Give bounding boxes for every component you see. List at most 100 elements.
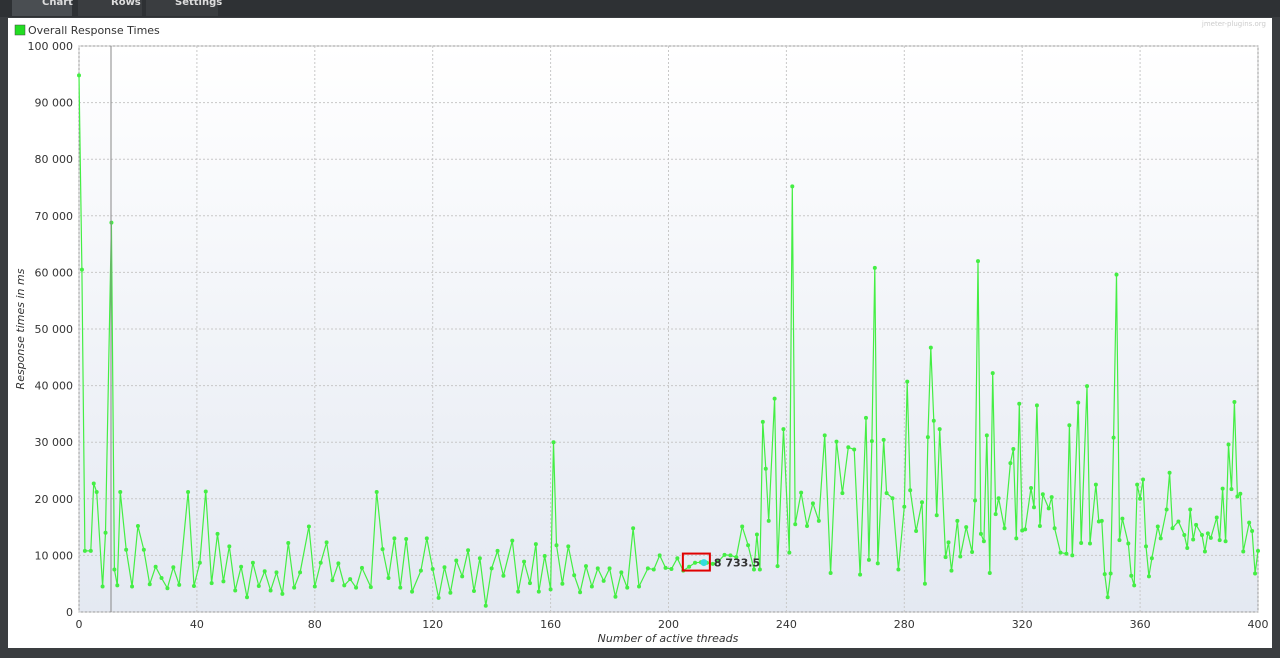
data-point [103, 530, 108, 535]
data-point [566, 544, 571, 549]
data-point [386, 576, 391, 581]
data-point [1079, 540, 1084, 545]
data-point [852, 447, 857, 452]
data-point [1002, 526, 1007, 531]
data-point [751, 567, 756, 572]
data-point [186, 490, 191, 495]
data-point [250, 560, 255, 565]
data-point [984, 433, 989, 438]
data-point [946, 540, 951, 545]
data-point [1141, 477, 1146, 482]
data-point [1205, 531, 1210, 536]
data-point [1087, 541, 1092, 546]
data-point [94, 490, 99, 495]
data-point [398, 585, 403, 590]
data-point [359, 565, 364, 570]
y-tick-label: 20 000 [35, 493, 74, 506]
data-point [763, 466, 768, 471]
data-point [754, 532, 759, 537]
data-point [805, 523, 810, 528]
y-tick-label: 100 000 [28, 40, 74, 53]
data-point [209, 581, 214, 586]
data-point [330, 578, 335, 583]
data-point [973, 498, 978, 503]
data-point [866, 557, 871, 562]
data-point [1167, 470, 1172, 475]
tab[interactable] [78, 0, 142, 16]
tab-label[interactable]: Chart [42, 0, 73, 8]
data-point [1247, 520, 1252, 525]
x-tick-label: 360 [1130, 618, 1151, 631]
data-point [990, 371, 995, 376]
data-point [810, 501, 815, 506]
data-point [454, 558, 459, 563]
data-point [221, 579, 226, 584]
data-point [651, 567, 656, 572]
data-point [533, 542, 538, 547]
data-point [404, 536, 409, 541]
data-point [890, 496, 895, 501]
data-point [483, 603, 488, 608]
tab[interactable] [12, 0, 72, 16]
data-point [955, 518, 960, 523]
data-point [141, 547, 146, 552]
data-point [448, 590, 453, 595]
x-tick-label: 120 [422, 618, 443, 631]
data-point [840, 491, 845, 496]
data-point [380, 547, 385, 552]
data-point [1241, 549, 1246, 554]
data-point [1117, 538, 1122, 543]
data-point [858, 572, 863, 577]
data-point [978, 531, 983, 536]
data-point [1031, 505, 1036, 510]
data-point [710, 561, 715, 566]
data-point [760, 419, 765, 424]
data-point [1146, 574, 1151, 579]
data-point [1256, 548, 1260, 553]
data-point [1108, 571, 1113, 576]
data-point [536, 589, 541, 594]
y-axis-label: Response times in ms [14, 268, 27, 389]
data-point [542, 553, 547, 558]
data-point [1029, 486, 1034, 491]
data-point [460, 574, 465, 579]
data-point [1226, 442, 1231, 447]
data-point [996, 496, 1001, 501]
data-point [1120, 516, 1125, 521]
y-tick-label: 40 000 [35, 380, 74, 393]
data-point [298, 570, 303, 575]
data-point [790, 184, 795, 189]
data-point [495, 548, 500, 553]
data-point [1253, 571, 1258, 576]
data-point [1046, 506, 1051, 511]
y-tick-label: 50 000 [35, 323, 74, 336]
data-point [1170, 526, 1175, 531]
data-point [245, 595, 250, 600]
data-point [1099, 518, 1104, 523]
x-tick-label: 0 [76, 618, 83, 631]
data-point [884, 491, 889, 496]
hover-value: 8 733.5 [714, 557, 760, 570]
data-point [436, 595, 441, 600]
data-point [1132, 583, 1137, 588]
data-point [619, 570, 624, 575]
data-point [902, 504, 907, 509]
data-point [1202, 549, 1207, 554]
data-point [1214, 515, 1219, 520]
data-point [964, 525, 969, 530]
data-point [1114, 272, 1119, 277]
data-point [292, 585, 297, 590]
tab[interactable] [146, 0, 218, 16]
tab-label[interactable]: Rows [111, 0, 141, 8]
data-point [781, 427, 786, 432]
data-point [527, 581, 532, 586]
data-point [595, 566, 600, 571]
data-point [115, 583, 120, 588]
data-point [177, 582, 182, 587]
data-point [1217, 538, 1222, 543]
data-point [657, 553, 662, 558]
data-point [147, 582, 152, 587]
data-point [931, 418, 936, 423]
tab-label[interactable]: Settings [175, 0, 222, 8]
x-tick-label: 320 [1012, 618, 1033, 631]
